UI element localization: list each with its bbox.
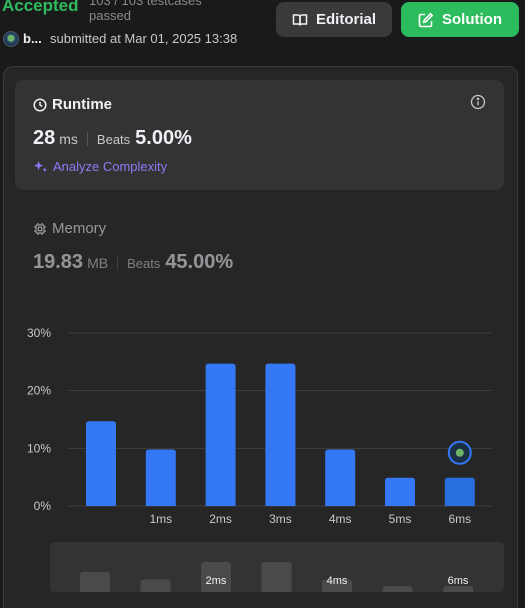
overview-bar	[140, 579, 171, 592]
chart-bar[interactable]	[444, 477, 475, 506]
runtime-title: Runtime	[33, 96, 112, 113]
chart-overview[interactable]: 2ms 4ms 6ms	[50, 542, 504, 592]
testcases-count: 103 / 103 testcases	[89, 0, 202, 8]
chart-bar[interactable]	[385, 477, 415, 506]
runtime-card[interactable]: Runtime 28 ms Beats 5.00% Analyze Comple…	[15, 80, 504, 190]
divider	[86, 131, 88, 146]
testcases-passed: passed	[89, 8, 131, 23]
runtime-title-text: Runtime	[52, 96, 112, 113]
chart-overview-bars: 2ms 4ms 6ms	[80, 562, 473, 592]
editorial-button[interactable]: Editorial	[276, 2, 392, 37]
overview-bar	[261, 562, 292, 592]
memory-beats-value: 45.00%	[165, 251, 234, 273]
book-icon	[292, 13, 308, 26]
overview-bar	[322, 579, 352, 592]
submission-status: Accepted	[2, 0, 79, 15]
overview-tick-label: 2ms	[206, 575, 227, 587]
username[interactable]: b...	[23, 31, 42, 46]
overview-tick-label: 6ms	[448, 575, 469, 587]
testcases-summary: 103 / 103 testcases passed	[89, 0, 202, 23]
analyze-complexity-link[interactable]: Analyze Complexity	[33, 159, 167, 174]
submitted-time: submitted at Mar 01, 2025 13:38	[50, 31, 238, 46]
chip-icon	[34, 222, 46, 235]
chart-bar[interactable]	[325, 449, 356, 506]
overview-bar	[201, 562, 231, 592]
edit-icon	[418, 12, 434, 27]
analyze-label: Analyze Complexity	[53, 159, 168, 174]
runtime-value: 28	[33, 127, 56, 149]
memory-title-text: Memory	[52, 220, 107, 237]
runtime-unit: ms	[59, 131, 78, 147]
runtime-metric: 28 ms Beats 5.00%	[33, 127, 192, 150]
runtime-beats-label: Beats	[96, 132, 131, 147]
submission-header: Accepted 103 / 103 testcases passed b...…	[0, 0, 525, 60]
overview-bar	[382, 586, 413, 592]
memory-section[interactable]: Memory 19.83 MB Beats 45.00%	[33, 218, 333, 278]
info-icon[interactable]	[470, 94, 486, 110]
sparkle-icon	[33, 160, 48, 173]
chart-bar[interactable]	[205, 363, 236, 506]
chart-bar[interactable]	[145, 449, 176, 506]
editorial-label: Editorial	[315, 11, 376, 28]
clock-icon	[33, 97, 47, 112]
memory-beats-label: Beats	[127, 256, 161, 271]
memory-title: Memory	[33, 220, 106, 237]
memory-unit: MB	[87, 255, 109, 271]
memory-metric: 19.83 MB Beats 45.00%	[33, 251, 233, 274]
overview-bar	[80, 572, 110, 592]
chart-bar[interactable]	[86, 421, 116, 506]
avatar[interactable]	[3, 31, 19, 47]
chart-bar[interactable]	[265, 363, 296, 506]
divider	[117, 255, 119, 270]
overview-tick-label: 4ms	[327, 575, 348, 587]
solution-label: Solution	[442, 11, 502, 28]
solution-button[interactable]: Solution	[401, 2, 519, 37]
overview-bar	[443, 586, 473, 592]
runtime-beats-value: 5.00%	[135, 127, 192, 149]
memory-value: 19.83	[33, 251, 84, 273]
